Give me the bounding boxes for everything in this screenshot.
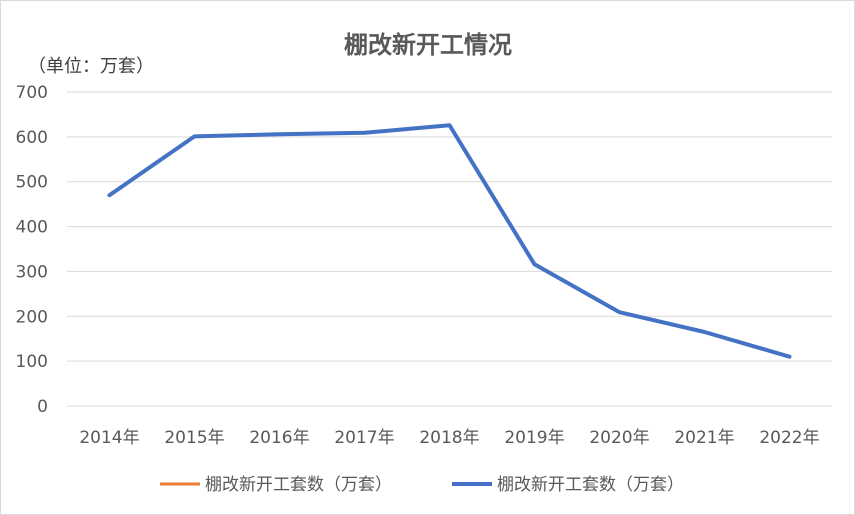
legend-label-series-2: 棚改新开工套数（万套）: [497, 475, 684, 495]
x-tick-label: 2020年: [589, 428, 649, 448]
y-tick-label: 600: [16, 128, 48, 148]
gridlines: [67, 91, 832, 407]
y-tick-label: 300: [16, 262, 48, 282]
y-tick-label: 700: [16, 83, 48, 103]
y-tick-label: 200: [16, 307, 48, 327]
y-tick-label: 400: [16, 218, 48, 238]
x-tick-label: 2022年: [759, 428, 819, 448]
legend: 棚改新开工套数（万套） 棚改新开工套数（万套）: [160, 475, 684, 495]
y-tick-label: 0: [37, 397, 48, 417]
unit-label: （单位：万套）: [28, 56, 154, 77]
legend-label-series-1: 棚改新开工套数（万套）: [205, 475, 392, 495]
x-tick-label: 2016年: [249, 428, 309, 448]
y-tick-label: 500: [16, 173, 48, 193]
y-tick-label: 100: [16, 352, 48, 372]
x-tick-label: 2021年: [674, 428, 734, 448]
x-tick-label: 2014年: [79, 428, 139, 448]
y-axis-ticks: 0 100 200 300 400 500 600 700: [16, 83, 48, 417]
x-tick-label: 2017年: [334, 428, 394, 448]
x-tick-label: 2019年: [504, 428, 564, 448]
x-tick-label: 2015年: [164, 428, 224, 448]
series-line-2: [107, 123, 792, 359]
x-axis-ticks: 2014年 2015年 2016年 2017年 2018年 2019年 2020年 2021年…: [79, 428, 819, 448]
chart-title: 棚改新开工情况: [344, 31, 512, 59]
series-lines: [107, 123, 792, 359]
x-tick-label: 2018年: [419, 428, 479, 448]
